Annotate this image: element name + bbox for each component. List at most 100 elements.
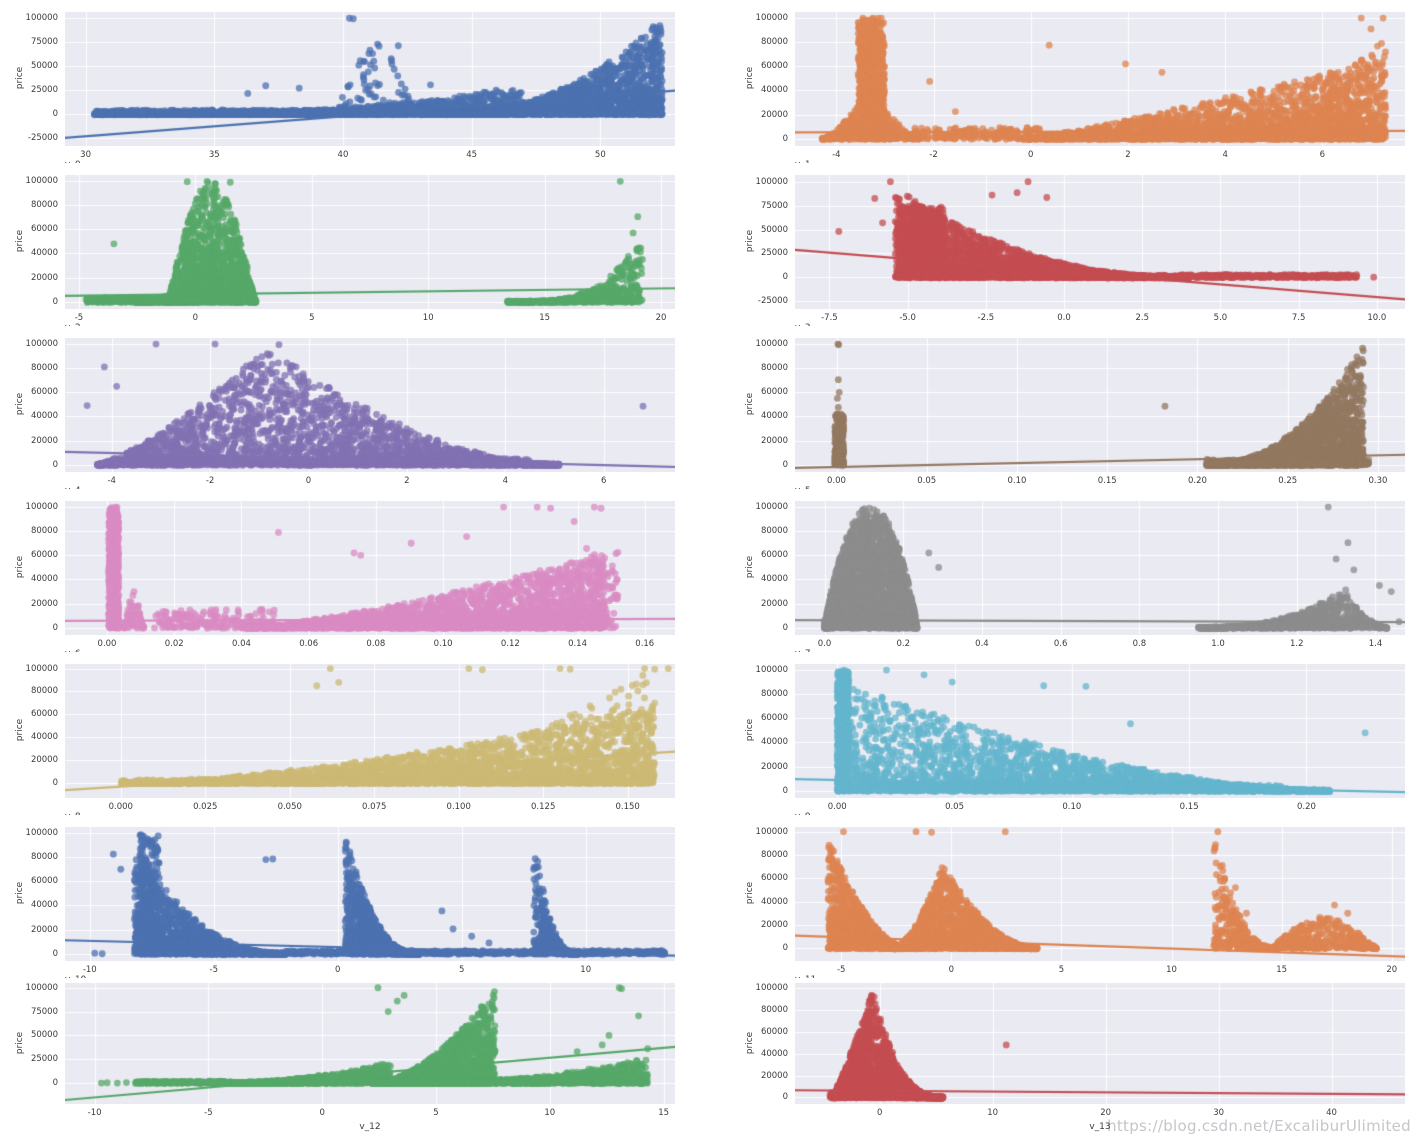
x-tick: 0.4 xyxy=(975,639,989,649)
x-axis-label: v_13 xyxy=(1089,1122,1111,1132)
y-tick: 0 xyxy=(52,778,58,789)
x-tick: 6 xyxy=(1319,150,1326,160)
x-tick: 1.2 xyxy=(1290,639,1304,649)
x-tick: 2.5 xyxy=(1135,313,1149,323)
y-tick: 40000 xyxy=(30,900,58,911)
y-tick: 80000 xyxy=(760,689,788,700)
x-tick: 20 xyxy=(1100,1108,1112,1118)
x-tick: 0.04 xyxy=(231,639,251,649)
x-tick: 7.5 xyxy=(1291,313,1306,323)
y-tick: 75000 xyxy=(30,1006,58,1017)
subplot-v_12: price 0 25000 50000 75000 100000 -10 -5 0 5 10 15 v_… xyxy=(0,978,710,1141)
x-axis-label: v_3 xyxy=(795,323,1405,326)
x-axis-label: v_0 xyxy=(65,160,675,163)
x-tick: 0.00 xyxy=(97,639,117,649)
x-axis-label: v_6 xyxy=(65,649,675,652)
scatter-canvas-v_6 xyxy=(65,501,675,635)
y-tick: 80000 xyxy=(30,363,58,374)
y-tick: 40000 xyxy=(30,732,58,743)
x-tick: 10 xyxy=(544,1108,556,1118)
x-tick: 20 xyxy=(1386,965,1398,975)
scatter-canvas-v_12 xyxy=(65,983,675,1104)
x-tick: 0.06 xyxy=(299,639,319,649)
subplot-v_3: price -25000 0 25000 50000 75000 100000 -7.5 -5.… xyxy=(710,163,1419,326)
subplot-v_1: price 0 20000 40000 60000 80000 100000 -4 -2 0 2 4 6… xyxy=(710,0,1419,163)
y-tick: 60000 xyxy=(30,550,58,561)
x-tick: 10.0 xyxy=(1367,313,1387,323)
y-tick: 0 xyxy=(782,133,788,144)
x-tick: 0.125 xyxy=(531,802,556,812)
x-tick: 0.12 xyxy=(500,639,520,649)
scatter-canvas-v_2 xyxy=(65,175,675,309)
y-tick: 40000 xyxy=(760,737,788,748)
x-tick: 1.4 xyxy=(1368,639,1383,649)
x-tick: 0 xyxy=(948,965,955,975)
x-tick: 10 xyxy=(1166,965,1177,975)
x-tick: 0.20 xyxy=(1296,802,1316,812)
x-axis-label: v_1 xyxy=(795,160,1405,163)
y-tick: 60000 xyxy=(30,876,58,887)
y-tick: 80000 xyxy=(30,526,58,537)
x-tick: 10 xyxy=(987,1108,999,1118)
y-tick: 100000 xyxy=(25,828,58,839)
x-tick: 0.050 xyxy=(277,802,302,812)
x-tick: 2 xyxy=(404,476,410,486)
x-tick: 0.30 xyxy=(1368,476,1388,486)
x-axis-label: v_8 xyxy=(65,812,675,815)
y-tick: 40000 xyxy=(30,574,58,585)
scatter-canvas-v_13 xyxy=(795,983,1405,1104)
x-tick: -5 xyxy=(204,1108,213,1118)
x-tick: 0.15 xyxy=(1097,476,1117,486)
x-tick: 40 xyxy=(1326,1108,1337,1118)
y-tick: 0 xyxy=(782,943,788,954)
y-tick: 20000 xyxy=(760,109,788,120)
y-tick: 20000 xyxy=(760,919,788,930)
x-tick: 5.0 xyxy=(1213,313,1228,323)
x-tick: 10 xyxy=(580,965,592,975)
y-tick: 0 xyxy=(782,459,788,470)
x-axis-label: v_9 xyxy=(795,812,1405,815)
y-tick: 20000 xyxy=(30,755,58,766)
y-tick: 25000 xyxy=(30,1054,58,1065)
x-tick: 20 xyxy=(655,313,667,323)
scatter-canvas-v_4 xyxy=(65,338,675,472)
y-tick: 80000 xyxy=(760,526,788,537)
y-tick: 80000 xyxy=(30,686,58,697)
y-tick: 0 xyxy=(782,272,788,283)
y-tick: 100000 xyxy=(25,663,58,674)
x-tick: 1.0 xyxy=(1211,639,1225,649)
subplot-v_9: price 0 20000 40000 60000 80000 100000 0.00 0.05… xyxy=(710,652,1419,815)
x-tick: 0 xyxy=(319,1108,325,1118)
x-tick: 15 xyxy=(1276,965,1288,975)
y-tick: 100000 xyxy=(25,176,58,187)
x-tick: 0.000 xyxy=(108,802,133,812)
x-tick: -2.5 xyxy=(977,313,995,323)
x-axis-label: v_4 xyxy=(65,486,675,489)
y-tick: -25000 xyxy=(27,133,58,144)
y-tick: 0 xyxy=(52,296,58,307)
y-tick: 0 xyxy=(52,109,58,120)
y-tick: 60000 xyxy=(30,709,58,720)
x-tick: 0.10 xyxy=(1062,802,1082,812)
y-tick: 0 xyxy=(782,785,788,796)
y-tick: 40000 xyxy=(760,411,788,422)
x-tick: -5 xyxy=(74,313,84,323)
y-tick: 0 xyxy=(782,1092,788,1103)
x-tick: 0.25 xyxy=(1278,476,1298,486)
y-tick: 0 xyxy=(52,948,58,959)
x-tick: -4 xyxy=(832,150,841,160)
y-tick: 75000 xyxy=(760,200,788,211)
x-tick: -5 xyxy=(836,965,846,975)
x-tick: 0.15 xyxy=(1179,802,1199,812)
x-tick: 0.05 xyxy=(945,802,964,812)
x-tick: 0.00 xyxy=(827,476,846,486)
x-tick: 0 xyxy=(192,313,199,323)
x-tick: 15 xyxy=(658,1108,670,1118)
x-tick: 0.8 xyxy=(1132,639,1147,649)
y-tick: 75000 xyxy=(30,36,58,47)
subplot-v_0: price -25000 0 25000 50000 75000 100000 30 35 40 4… xyxy=(0,0,710,163)
x-tick: 0 xyxy=(305,476,312,486)
x-tick: 0.20 xyxy=(1187,476,1207,486)
x-tick: 0 xyxy=(877,1108,883,1118)
